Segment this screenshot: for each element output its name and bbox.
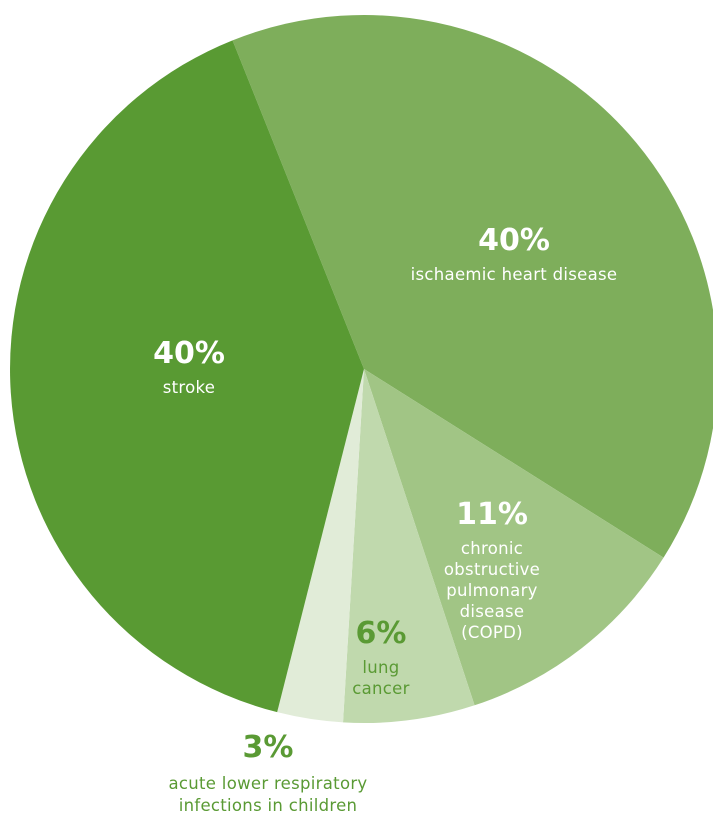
pie-slice-4	[10, 40, 364, 713]
slice-value-label-2: 6%	[356, 616, 407, 651]
slice-category-label-1-line-4: (COPD)	[461, 623, 523, 642]
pie-slice-2	[343, 369, 475, 724]
slice-category-label-1-line-2: pulmonary	[446, 581, 538, 600]
pie-slice-1	[364, 369, 664, 706]
pie-slice-3	[277, 369, 364, 723]
pie-slice-0	[232, 15, 713, 558]
slice-category-label-2-line-1: cancer	[352, 679, 409, 698]
slice-category-label-3-line-0: acute lower respiratory	[169, 774, 368, 793]
slice-category-label-0-line-0: ischaemic heart disease	[411, 265, 618, 284]
pie-slices	[10, 15, 713, 724]
slice-category-label-3-line-1: infections in children	[179, 796, 358, 815]
pie-labels: 40% ischaemic heart disease 11% chronic obst…	[153, 223, 617, 815]
slice-value-label-4: 40%	[153, 336, 225, 371]
slice-value-label-3: 3%	[243, 730, 294, 765]
slice-category-label-1-line-1: obstructive	[444, 560, 540, 579]
slice-category-label-1-line-0: chronic	[461, 539, 523, 558]
slice-value-label-1: 11%	[456, 497, 528, 532]
slice-category-label-1-line-3: disease	[460, 602, 525, 621]
slice-category-label-2-line-0: lung	[362, 658, 399, 677]
slice-category-label-4-line-0: stroke	[163, 378, 216, 397]
slice-value-label-0: 40%	[478, 223, 550, 258]
